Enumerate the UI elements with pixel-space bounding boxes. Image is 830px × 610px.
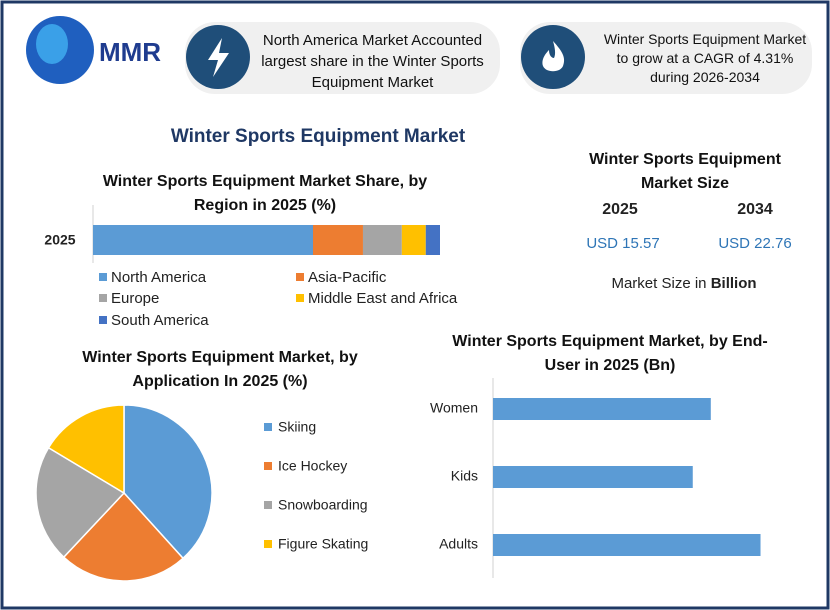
legend-label: Figure Skating: [278, 536, 368, 552]
bar-segment: [93, 225, 313, 255]
legend-swatch: [296, 273, 304, 281]
bar-segment: [425, 225, 440, 255]
header-text: Winter Sports Equipment Market to grow a…: [603, 31, 807, 85]
chart-title: Winter Sports Equipment Market Share, by…: [102, 173, 428, 214]
header-box: [185, 22, 500, 94]
legend-label: Asia-Pacific: [308, 269, 387, 286]
legend-label: Snowboarding: [278, 497, 368, 513]
pie-slice: [35, 446, 126, 559]
year: 2025: [602, 201, 638, 218]
icon-flame: [542, 41, 565, 72]
legend-swatch: [296, 294, 304, 302]
legend-swatch: [99, 294, 107, 302]
main-title: Winter Sports Equipment Market: [171, 126, 466, 147]
bar-segment: [312, 225, 363, 255]
pie-slice: [62, 491, 185, 582]
category-label: Kids: [451, 468, 478, 484]
legend-label: Skiing: [278, 419, 316, 435]
category-label: Women: [430, 400, 478, 416]
year: 2034: [737, 201, 773, 218]
category-label: Adults: [439, 536, 478, 552]
legend-swatch: [264, 540, 272, 548]
legend-swatch: [264, 501, 272, 509]
header-box: [520, 22, 812, 94]
legend-swatch: [99, 316, 107, 324]
chart-title: Winter Sports Equipment Market, by Appli…: [82, 349, 358, 390]
legend-swatch: [99, 273, 107, 281]
pie-slice: [47, 404, 125, 495]
bar: [493, 534, 761, 556]
legend-label: North America: [111, 269, 207, 286]
legend-label: Ice Hockey: [278, 458, 347, 474]
bar: [493, 398, 711, 420]
legend-label: Middle East and Africa: [308, 290, 458, 307]
size-value: USD 22.76: [718, 235, 791, 252]
bar-segment: [362, 225, 402, 255]
chart-title: Winter Sports Equipment Market, by End-U…: [452, 333, 768, 374]
icon-bolt: [208, 38, 229, 77]
legend-label: South America: [111, 312, 209, 329]
pie-slice: [123, 404, 213, 560]
size-value: USD 15.57: [586, 235, 659, 252]
note-unit: Billion: [711, 275, 757, 292]
bar: [493, 466, 693, 488]
logo-land: [36, 24, 68, 64]
legend-swatch: [264, 423, 272, 431]
header-text: North America Market Accounted largest s…: [261, 32, 484, 91]
icon: [521, 25, 585, 89]
size-title: Winter Sports Equipment Market Size: [589, 151, 781, 192]
legend-swatch: [264, 462, 272, 470]
legend-label: Europe: [111, 290, 159, 307]
category-label: 2025: [44, 232, 75, 248]
bar-segment: [401, 225, 426, 255]
logo-text: MMR: [99, 37, 161, 67]
note: Market Size in: [611, 275, 706, 292]
size-note: Market Size in Billion: [611, 275, 756, 292]
